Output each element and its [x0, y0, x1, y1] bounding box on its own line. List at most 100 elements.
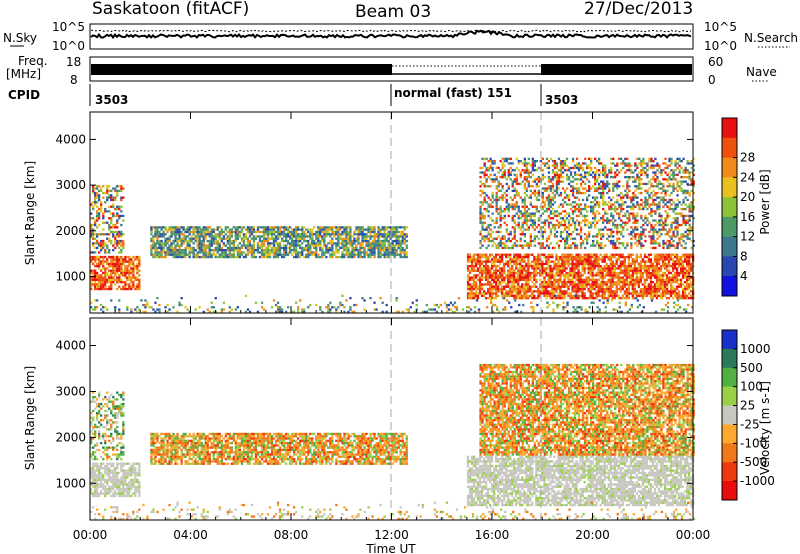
power-cell	[114, 267, 117, 270]
power-cell	[557, 223, 561, 227]
power-cell	[507, 265, 510, 268]
power-cell	[579, 176, 583, 179]
power-cell	[182, 228, 185, 231]
power-cell	[609, 262, 612, 266]
power-cell	[603, 276, 606, 279]
power-cell	[539, 258, 542, 261]
power-cell	[525, 180, 528, 183]
power-cell	[268, 233, 272, 236]
power-cell	[397, 242, 400, 245]
power-cell	[270, 233, 274, 236]
power-cell	[669, 253, 673, 256]
power-cell	[645, 290, 649, 293]
power-cell	[597, 283, 600, 286]
power-cell	[190, 230, 193, 234]
power-cell	[252, 249, 256, 252]
power-cell	[537, 265, 540, 268]
power-cell	[503, 253, 506, 256]
power-cell	[573, 207, 577, 211]
power-cell	[216, 249, 219, 252]
power-cell	[661, 285, 665, 288]
power-cell	[487, 276, 490, 279]
power-cell	[605, 297, 608, 300]
power-cell	[94, 251, 97, 254]
power-cell	[577, 278, 580, 281]
power-cell	[325, 249, 328, 252]
power-cell	[489, 185, 492, 188]
power-cell	[405, 253, 408, 256]
power-cell	[106, 262, 109, 266]
power-cell	[594, 223, 597, 227]
power-cell	[627, 265, 630, 268]
power-cell	[289, 233, 292, 236]
power-cell	[571, 242, 575, 245]
power-cell	[493, 162, 496, 165]
power-cell	[485, 194, 488, 197]
power-cell	[150, 251, 153, 254]
power-cell	[287, 242, 290, 245]
power-cell	[337, 230, 340, 234]
power-cell	[577, 255, 580, 259]
power-cell	[565, 194, 569, 197]
power-cell	[505, 253, 508, 256]
power-cell	[281, 253, 284, 256]
power-cell	[519, 212, 522, 215]
power-cell	[168, 244, 171, 247]
power-cell	[523, 160, 526, 163]
power-cell	[367, 239, 370, 243]
power-cell	[466, 274, 470, 277]
power-cell	[513, 207, 516, 211]
power-cell	[405, 251, 408, 254]
power-cell	[549, 212, 553, 215]
power-cell	[553, 260, 556, 263]
power-cell	[252, 237, 256, 240]
power-cell	[297, 226, 300, 229]
power-cell	[487, 255, 490, 259]
power-cell	[567, 292, 570, 295]
power-cell	[497, 285, 500, 288]
power-cell	[651, 297, 655, 300]
power-cell	[569, 258, 572, 261]
power-cell	[555, 290, 558, 293]
power-cell	[587, 267, 590, 270]
power-cell	[611, 262, 614, 266]
power-cell	[329, 228, 332, 231]
power-cell	[485, 260, 488, 263]
power-cell	[511, 269, 514, 272]
power-cell	[341, 237, 344, 240]
power-cell	[499, 205, 502, 208]
power-cell	[571, 219, 575, 222]
power-cell	[593, 287, 596, 291]
power-cell	[493, 262, 496, 266]
power-cell	[579, 221, 583, 224]
power-cell	[331, 255, 334, 259]
power-cell	[479, 214, 482, 218]
power-cell	[470, 287, 474, 291]
power-cell	[178, 226, 181, 229]
power-cell	[639, 271, 642, 275]
power-cell	[577, 207, 581, 211]
power-cell	[537, 180, 540, 183]
power-cell	[501, 185, 504, 188]
power-cell	[405, 235, 408, 238]
power-cell	[96, 226, 99, 229]
power-cell	[489, 292, 492, 295]
power-cell	[503, 235, 506, 238]
power-cell	[551, 285, 554, 288]
power-cell	[583, 255, 586, 259]
power-cell	[561, 223, 565, 227]
power-cell	[309, 235, 312, 238]
power-cell	[617, 265, 620, 268]
power-cell	[617, 271, 620, 275]
power-cell	[523, 203, 526, 206]
power-cell	[166, 246, 169, 250]
power-cell	[553, 265, 556, 268]
power-cell	[545, 162, 549, 165]
power-cell	[606, 228, 609, 231]
power-cell	[553, 262, 556, 266]
power-cell	[315, 251, 318, 254]
power-cell	[94, 260, 97, 263]
power-cell	[150, 237, 153, 240]
power-cell	[495, 274, 498, 277]
power-cell	[116, 230, 119, 234]
